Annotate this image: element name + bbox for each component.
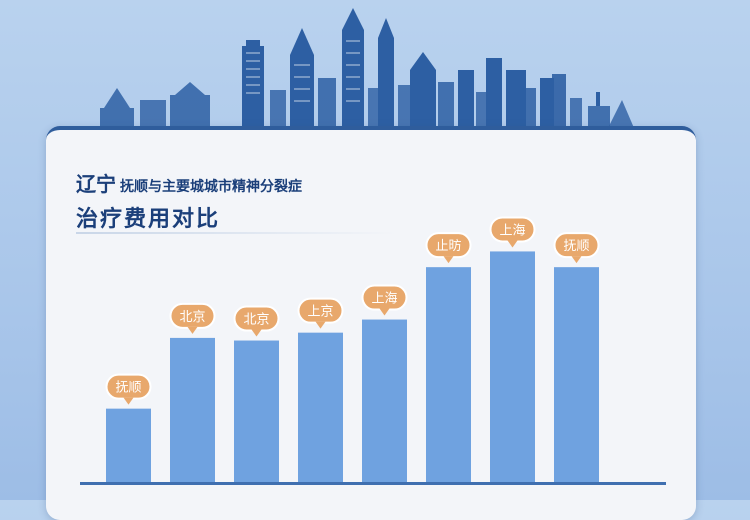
x-axis-baseline xyxy=(80,482,666,485)
bar-3 xyxy=(298,332,343,482)
title-region: 辽宁 xyxy=(76,172,116,196)
bar-2 xyxy=(234,340,279,482)
bar-label-bubble-3 xyxy=(297,297,344,329)
bar-7 xyxy=(554,267,599,482)
category-label-4: 上海 xyxy=(371,292,397,307)
bar-0 xyxy=(106,408,151,482)
bar-label-bubble-2 xyxy=(233,305,280,337)
chart-title-line1: 辽宁 抚顺与主要城城市精神分裂症 xyxy=(76,168,302,197)
title-divider xyxy=(76,232,396,234)
category-label-5: 止昉 xyxy=(435,239,461,254)
bar-label-bubble-4 xyxy=(361,284,408,316)
city-skyline-illustration xyxy=(100,8,634,128)
category-label-2: 北京 xyxy=(243,313,269,328)
bar-label-bubble-5 xyxy=(425,232,472,264)
bar-1 xyxy=(170,337,215,482)
category-label-6: 上海 xyxy=(499,223,525,238)
bar-label-bubble-6 xyxy=(489,216,536,248)
category-label-0: 抚顺 xyxy=(115,381,141,396)
bar-5 xyxy=(426,267,471,482)
bar-label-bubble-0 xyxy=(105,373,152,405)
chart-title-line2: 治疗费用对比 xyxy=(76,207,221,232)
category-label-3: 上京 xyxy=(307,305,333,320)
title-subject: 抚顺与主要城城市精神分裂症 xyxy=(120,179,302,195)
bar-label-bubble-1 xyxy=(169,302,216,334)
category-label-1: 北京 xyxy=(179,310,205,325)
bar-4 xyxy=(362,319,407,482)
category-label-7: 抚顺 xyxy=(563,239,589,254)
bar-6 xyxy=(490,251,535,482)
bar-label-bubble-7 xyxy=(553,232,600,264)
